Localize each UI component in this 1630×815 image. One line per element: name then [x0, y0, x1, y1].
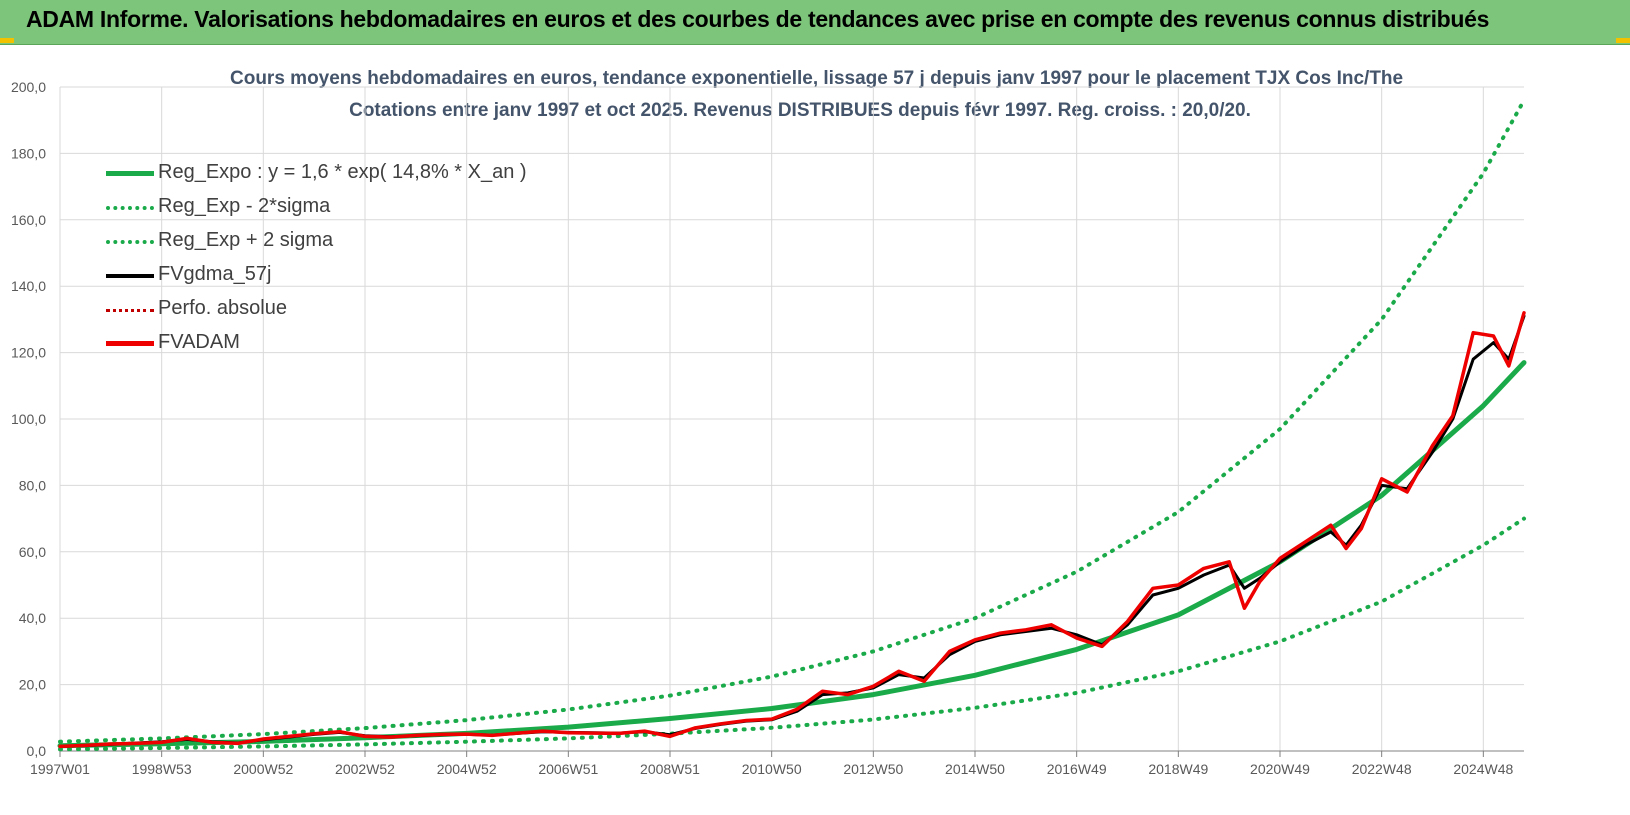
- legend-swatch-reg-expo: [106, 171, 154, 176]
- corner-marker: [0, 38, 14, 43]
- axis-layer: 0,0 20,0 40,0 60,0 80,0 100,0 120,0 140,0 160,0 1…: [11, 79, 1524, 777]
- legend-label: Reg_Exp - 2*sigma: [158, 195, 331, 217]
- y-tick-label: 0,0: [27, 743, 47, 759]
- y-tick-label: 40,0: [19, 610, 46, 626]
- y-tick-label: 200,0: [11, 79, 46, 95]
- x-tick-label: 2022W48: [1352, 761, 1412, 777]
- x-tick-label: 2008W51: [640, 761, 700, 777]
- grid-layer: [59, 86, 1524, 752]
- report-title: ADAM Informe. Valorisations hebdomadaire…: [26, 6, 1490, 32]
- x-tick-label: 1998W53: [132, 761, 192, 777]
- x-tick-label: 2014W50: [945, 761, 1005, 777]
- legend-label: Perfo. absolue: [158, 297, 287, 319]
- x-tick-label: 2018W49: [1148, 761, 1208, 777]
- chart-title: Cours moyens hebdomadaires en euros, ten…: [230, 68, 1404, 89]
- series-line-5: [58, 311, 1526, 749]
- series-line-2: [58, 98, 1526, 744]
- series-line-4: [59, 311, 1525, 748]
- legend-label: Reg_Expo : y = 1,6 * exp( 14,8% * X_an ): [158, 161, 527, 183]
- legend-swatch-fvgdma: [106, 274, 154, 278]
- y-tick-label: 180,0: [11, 145, 46, 161]
- x-tick-label: 2020W49: [1250, 761, 1310, 777]
- y-tick-label: 80,0: [19, 477, 46, 493]
- legend-swatch-reg-exp-plus: [106, 240, 154, 244]
- y-tick-label: 160,0: [11, 212, 46, 228]
- x-tick-label: 2000W52: [233, 761, 293, 777]
- y-tick-label: 20,0: [19, 677, 46, 693]
- series-line-0: [57, 360, 1527, 749]
- legend-swatch-perfo: [106, 309, 154, 312]
- x-tick-label: 2006W51: [538, 761, 598, 777]
- x-tick-label: 2024W48: [1453, 761, 1513, 777]
- x-tick-label: 2016W49: [1047, 761, 1107, 777]
- legend-label: FVADAM: [158, 331, 240, 353]
- corner-marker: [1616, 38, 1630, 43]
- x-tick-label: 1997W01: [30, 761, 90, 777]
- x-tick-label: 2002W52: [335, 761, 395, 777]
- chart-subtitle: Cotations entre janv 1997 et oct 2025. R…: [349, 100, 1251, 121]
- report-header: ADAM Informe. Valorisations hebdomadaire…: [0, 0, 1630, 45]
- x-tick-label: 2010W50: [742, 761, 802, 777]
- y-tick-label: 100,0: [11, 411, 46, 427]
- legend-swatch-fvadam: [106, 341, 154, 346]
- y-tick-label: 120,0: [11, 345, 46, 361]
- series-line-1: [58, 516, 1526, 752]
- legend-label: FVgdma_57j: [158, 263, 272, 285]
- x-tick-label: 2012W50: [843, 761, 903, 777]
- series-layer: [57, 98, 1527, 752]
- y-tick-label: 140,0: [11, 278, 46, 294]
- legend-swatch-reg-exp-minus: [106, 206, 154, 210]
- legend-label: Reg_Exp + 2 sigma: [158, 229, 334, 251]
- series-line-3: [58, 314, 1526, 748]
- x-tick-label: 2004W52: [437, 761, 497, 777]
- y-tick-label: 60,0: [19, 544, 46, 560]
